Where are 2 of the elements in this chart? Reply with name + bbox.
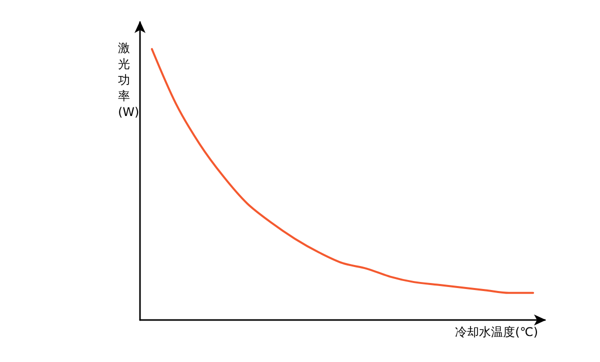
x-axis-title: 冷却水温度(℃) (455, 325, 538, 339)
y-axis-title: 激光功率(W) (118, 41, 140, 119)
